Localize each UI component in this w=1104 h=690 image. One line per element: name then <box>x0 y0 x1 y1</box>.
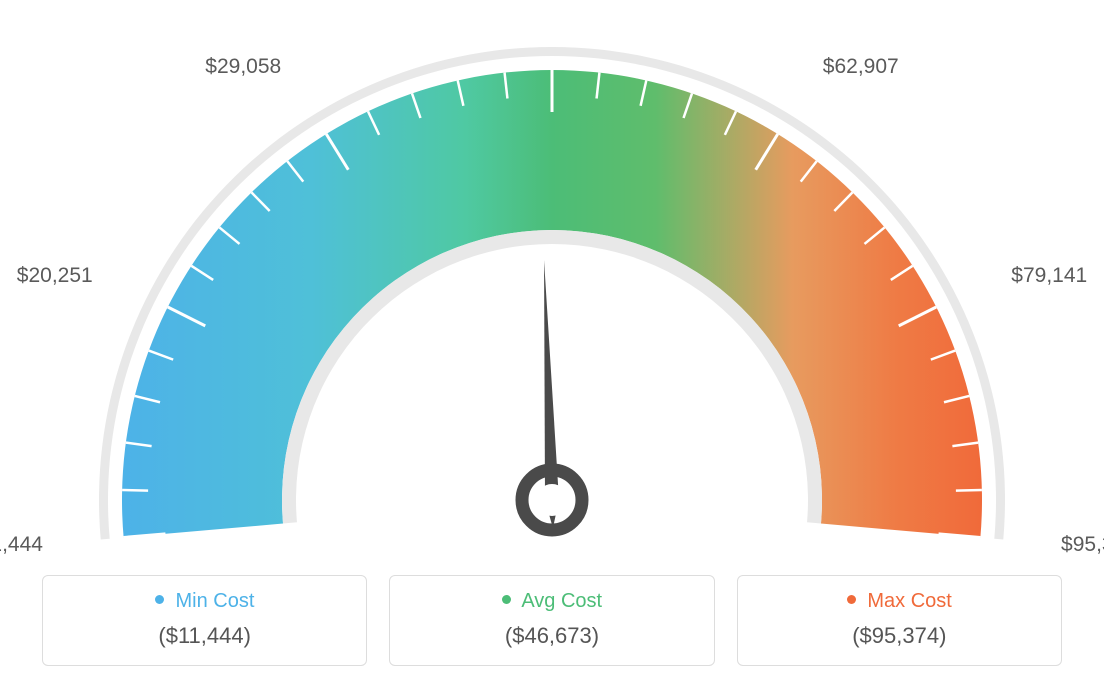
legend-row: Min Cost ($11,444) Avg Cost ($46,673) Ma… <box>42 575 1062 666</box>
legend-avg-dot <box>502 595 511 604</box>
legend-max-dot <box>847 595 856 604</box>
gauge-tick-label: $11,444 <box>0 533 43 557</box>
gauge-tick-label: $20,251 <box>3 264 93 288</box>
legend-max-label: Max Cost <box>867 590 951 612</box>
legend-min-dot <box>155 595 164 604</box>
legend-min-cost: Min Cost ($11,444) <box>42 575 367 666</box>
legend-max-value: ($95,374) <box>748 623 1051 649</box>
legend-avg-value: ($46,673) <box>400 623 703 649</box>
gauge-tick-label: $29,058 <box>191 55 281 79</box>
legend-min-label: Min Cost <box>175 590 254 612</box>
cost-gauge-container: $11,444 $20,251 $29,058 $46,673 $62,907 $79,1… <box>0 0 1104 690</box>
gauge-tick-label: $62,907 <box>823 55 899 79</box>
legend-max-cost: Max Cost ($95,374) <box>737 575 1062 666</box>
legend-avg-cost: Avg Cost ($46,673) <box>389 575 714 666</box>
legend-min-value: ($11,444) <box>53 623 356 649</box>
legend-max-title: Max Cost <box>748 590 1051 613</box>
gauge-tick-label: $79,141 <box>1011 264 1087 288</box>
legend-avg-title: Avg Cost <box>400 590 703 613</box>
gauge-tick-label: $46,673 <box>507 0 597 1</box>
gauge-svg <box>0 0 1104 560</box>
legend-avg-label: Avg Cost <box>521 590 602 612</box>
legend-min-title: Min Cost <box>53 590 356 613</box>
gauge-area: $11,444$20,251$29,058$46,673$62,907$79,1… <box>0 0 1104 550</box>
gauge-tick-label: $95,374 <box>1061 533 1104 557</box>
